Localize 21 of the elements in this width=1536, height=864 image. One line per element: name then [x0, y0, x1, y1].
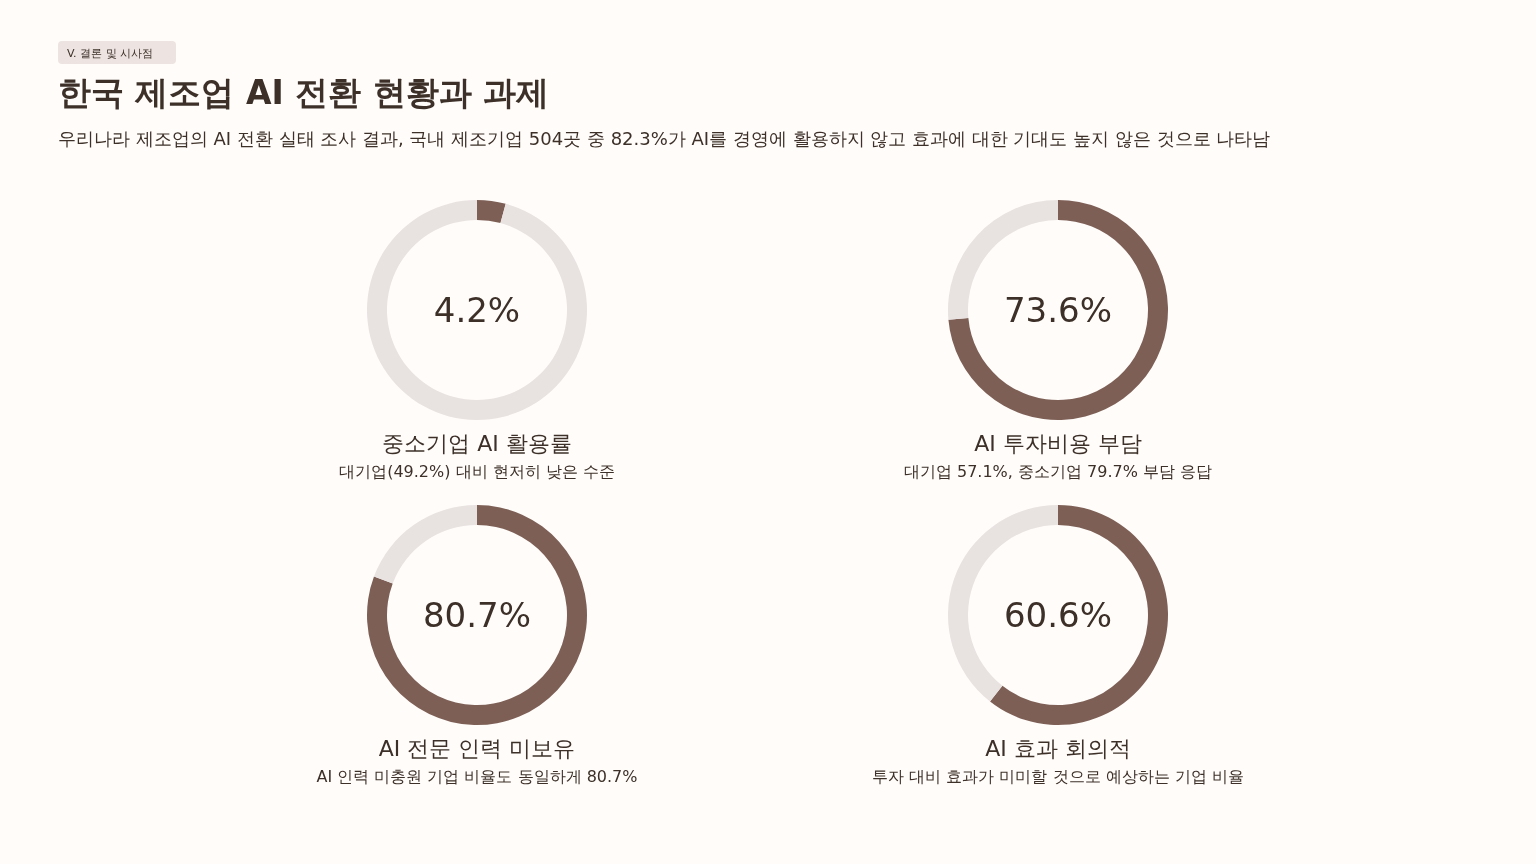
text: AI 투자비용 부담 [974, 431, 1142, 456]
text: 우리나라 제조업의 AI 전환 실태 조사 결과, 국내 제조기업 504곳 중 82.3%가 AI를 경영에 활용하지 않고 효과에 대한 기대도 높지 않은 것으로 나타남 [58, 128, 1271, 149]
text: AI 인력 미충원 기업 비율도 동일하게 80.7% [316, 767, 638, 786]
text: 60.6% [1003, 595, 1113, 635]
text: 대기업(49.2%) 대비 현저히 낮은 수준 [339, 462, 615, 481]
donut-slice [367, 200, 587, 420]
donut-slice [990, 505, 1168, 725]
text: 80.7% [422, 595, 532, 635]
text: 투자 대비 효과가 미미할 것으로 예상하는 기업 비율 [872, 767, 1244, 786]
donut-slice [367, 505, 587, 725]
text: 73.6% [1003, 290, 1113, 330]
text: 대기업 57.1%, 중소기업 79.7% 부담 응답 [903, 462, 1213, 481]
text: AI 효과 회의적 [985, 736, 1131, 761]
donut-slice [373, 505, 477, 584]
text: AI 전문 인력 미보유 [378, 736, 576, 761]
text: V. 결론 및 시사점 [67, 47, 154, 60]
donut-slice [477, 200, 506, 224]
text: 중소기업 AI 활용률 [382, 431, 572, 456]
text: 한국 제조업 AI 전환 현황과 과제 [58, 73, 550, 112]
donut-slice [948, 200, 1168, 420]
text: 4.2% [433, 290, 521, 330]
